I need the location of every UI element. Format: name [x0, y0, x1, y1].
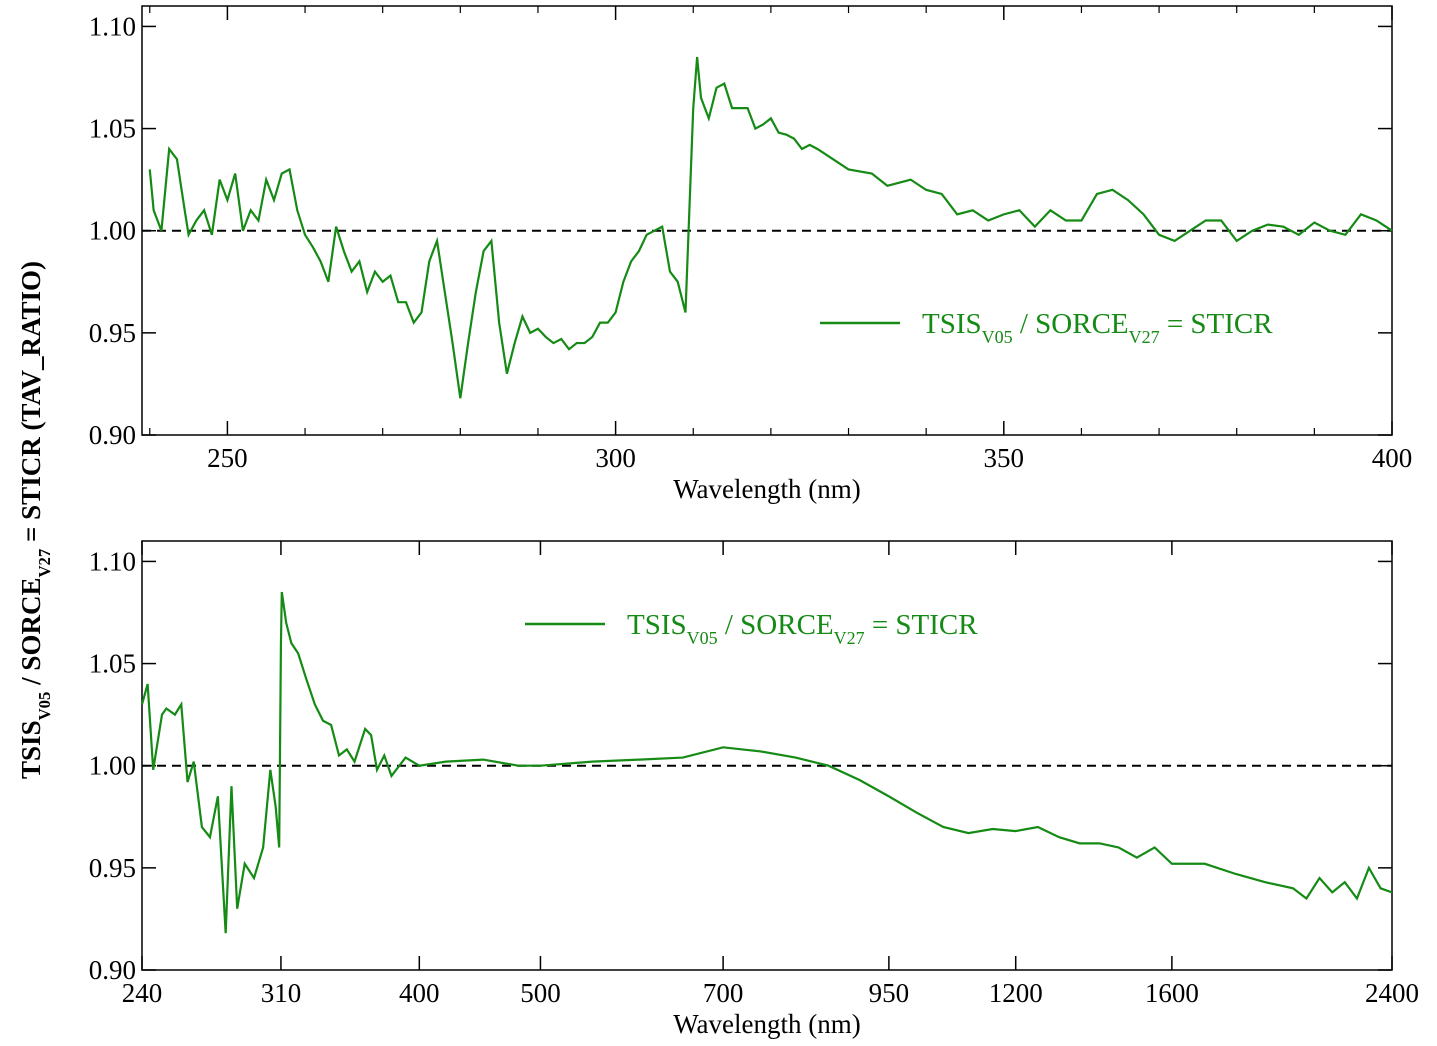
subscript: V27 [1129, 327, 1160, 347]
text-part: / SORCE [718, 609, 834, 641]
x-tick-label: 2400 [1365, 978, 1419, 1008]
text-part: = STICR [1160, 308, 1274, 340]
data-line [148, 56, 1393, 399]
x-tick-label: 310 [261, 978, 302, 1008]
y-tick-label: 0.90 [89, 420, 136, 450]
text-part: = STICR (TAV_RATIO) [16, 261, 46, 549]
y-tick-label: 1.05 [89, 114, 136, 144]
subscript: V27 [834, 628, 865, 648]
y-tick-label: 1.00 [89, 216, 136, 246]
x-tick-label: 700 [703, 978, 744, 1008]
y-axis-label: TSISV05 / SORCEV27 = STICR (TAV_RATIO) [16, 261, 54, 779]
text-part: / SORCE [16, 578, 46, 692]
legend-label: TSISV05 / SORCEV27 = STICR [922, 308, 1273, 347]
x-tick-label: 240 [122, 978, 163, 1008]
y-tick-label: 0.90 [89, 955, 136, 985]
text-part: TSIS [16, 720, 46, 779]
text-part: / SORCE [1013, 308, 1129, 340]
x-tick-label: 350 [984, 443, 1025, 473]
x-tick-label: 1600 [1145, 978, 1199, 1008]
text-part: TSIS [627, 609, 687, 641]
y-tick-label: 0.95 [89, 853, 136, 883]
x-tick-label: 1200 [989, 978, 1043, 1008]
y-tick-label: 0.95 [89, 318, 136, 348]
y-tick-label: 1.05 [89, 649, 136, 679]
text-part: = STICR [865, 609, 979, 641]
subscript: V27 [35, 549, 54, 578]
y-tick-label: 1.10 [89, 546, 136, 576]
x-tick-label: 250 [207, 443, 248, 473]
x-axis-label: Wavelength (nm) [673, 1009, 861, 1039]
y-tick-label: 1.00 [89, 751, 136, 781]
x-tick-label: 300 [595, 443, 636, 473]
x-tick-label: 400 [1372, 443, 1413, 473]
x-tick-label: 950 [869, 978, 910, 1008]
y-tick-label: 1.10 [89, 11, 136, 41]
subscript: V05 [982, 327, 1013, 347]
x-tick-label: 400 [399, 978, 440, 1008]
data-line [140, 591, 1393, 934]
x-tick-label: 500 [520, 978, 561, 1008]
subscript: V05 [35, 692, 54, 721]
subscript: V05 [687, 628, 718, 648]
legend-label: TSISV05 / SORCEV27 = STICR [627, 609, 978, 648]
text-part: TSIS [922, 308, 982, 340]
x-axis-label: Wavelength (nm) [673, 474, 861, 504]
plot-frame [141, 540, 1393, 971]
plot-frame [141, 5, 1393, 436]
